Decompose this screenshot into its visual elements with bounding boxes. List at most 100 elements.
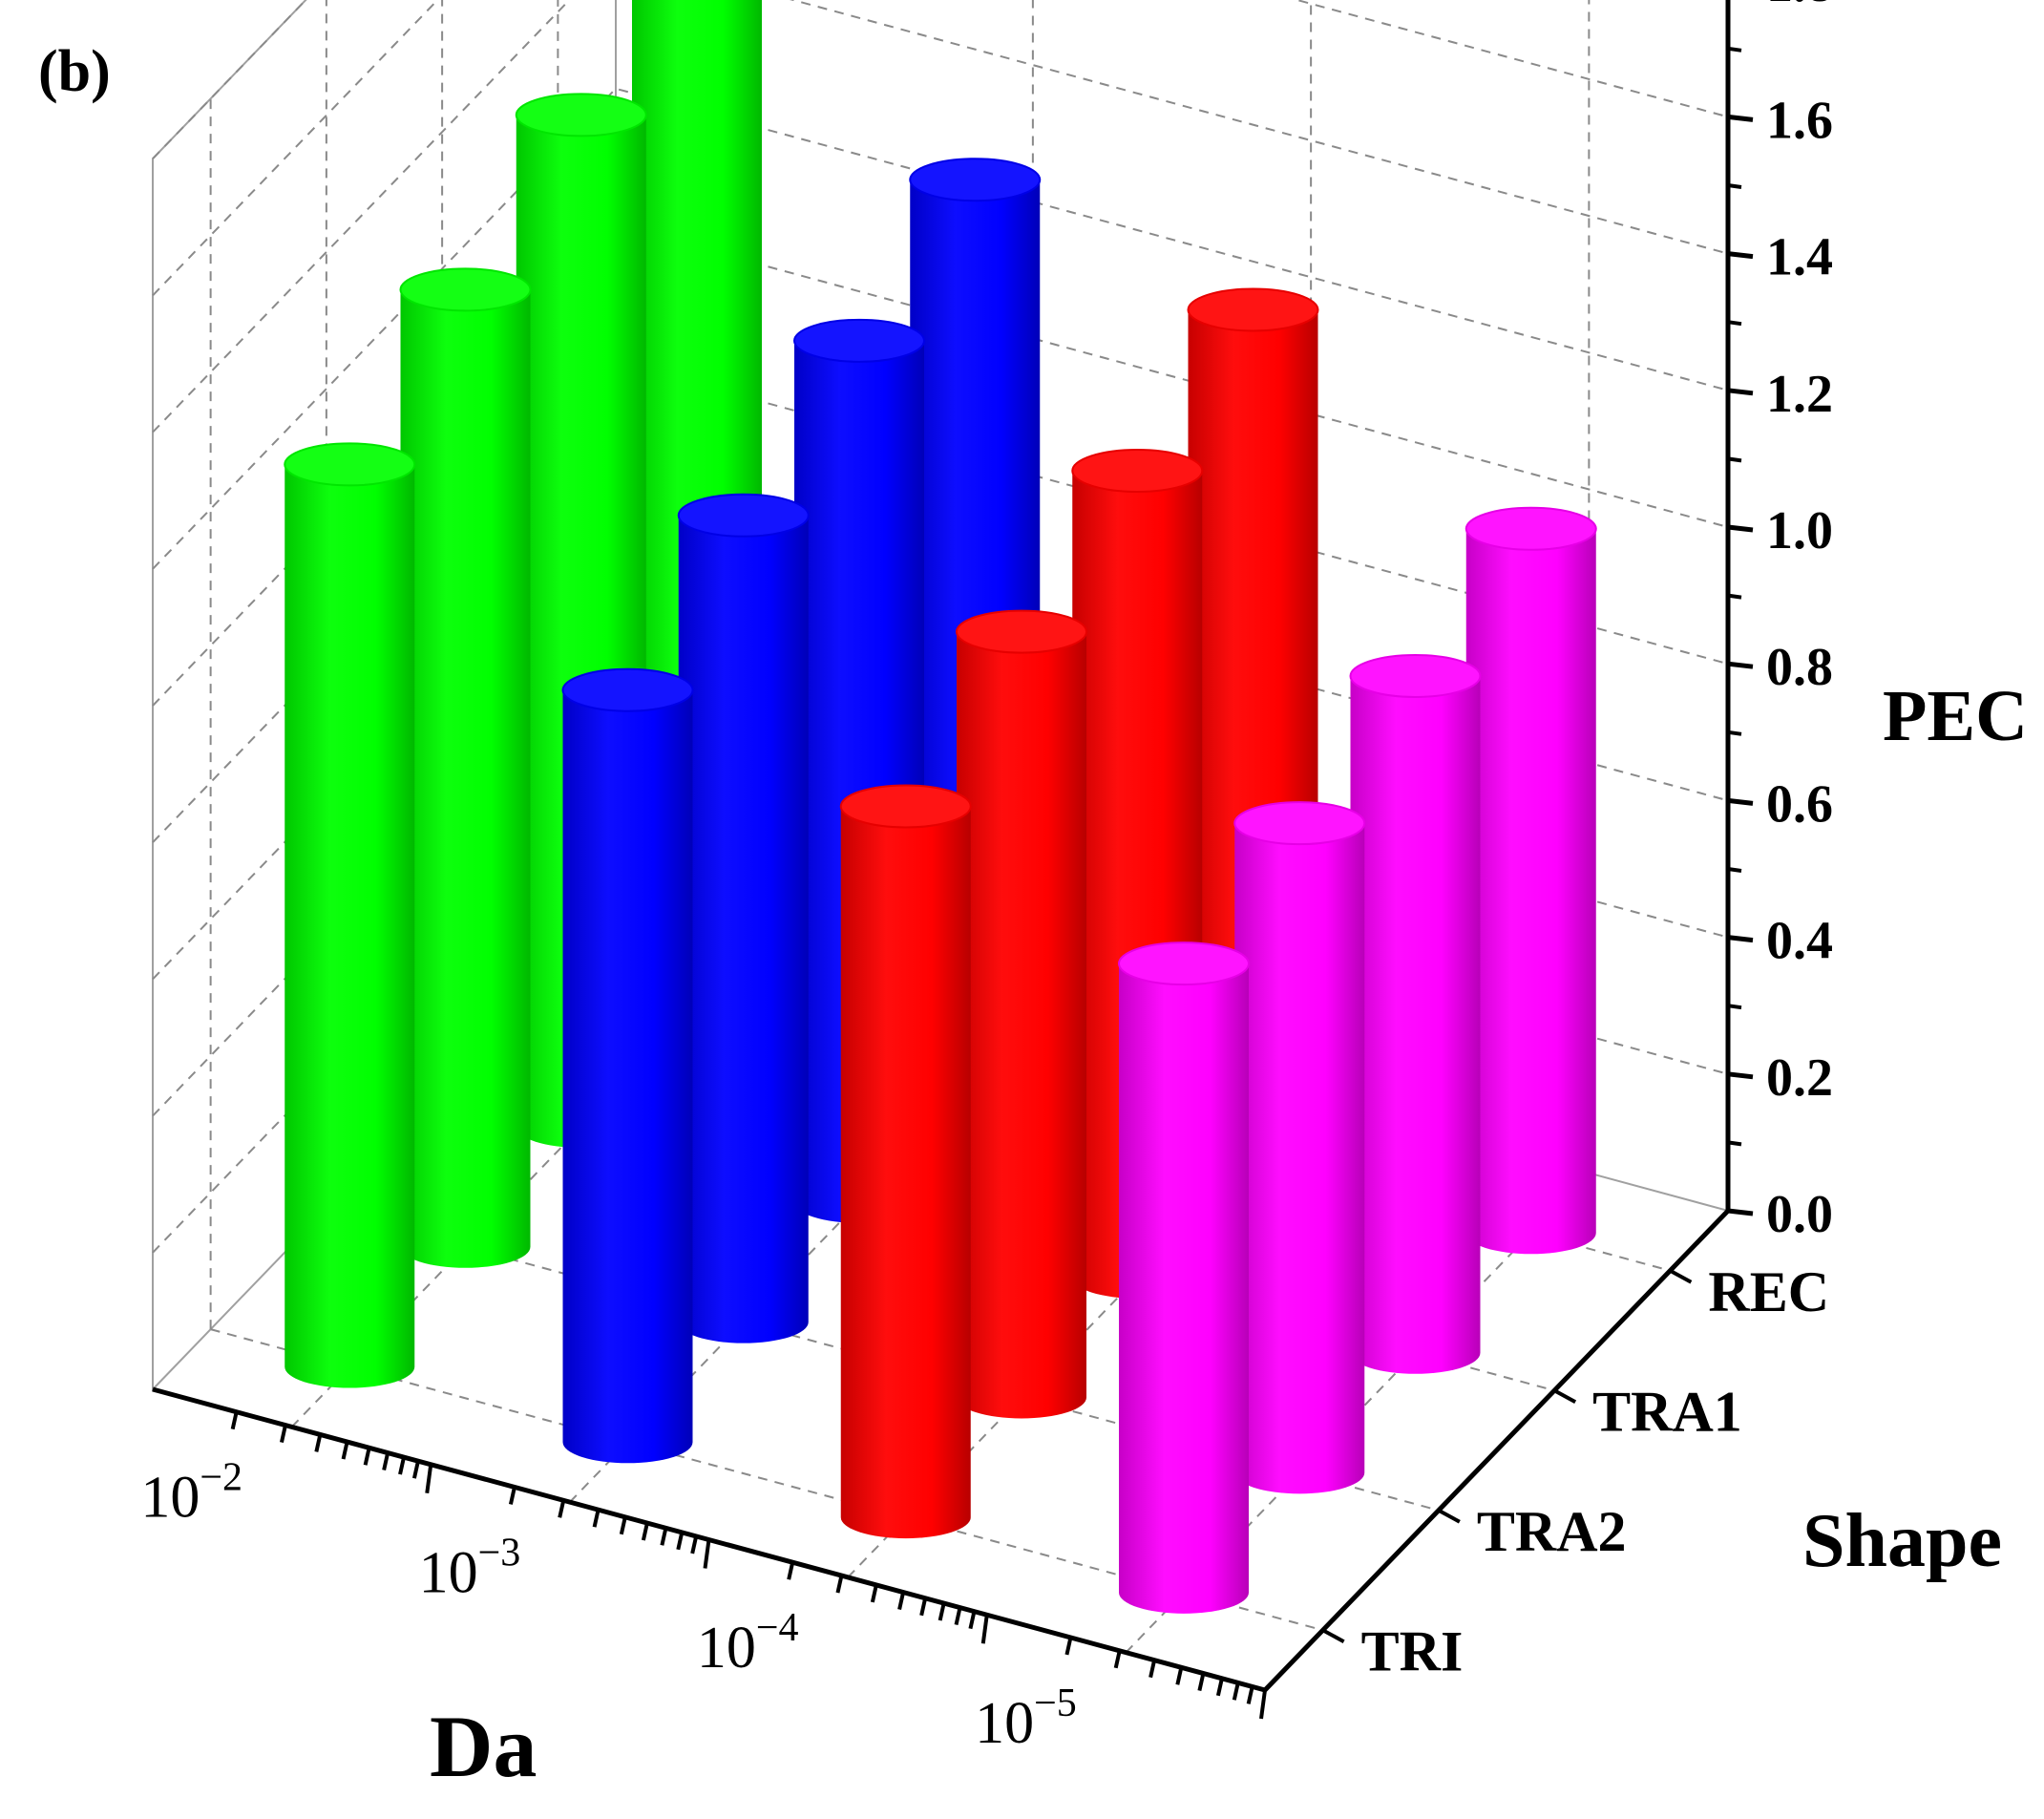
bar-top [1465, 506, 1597, 551]
bar-layer [284, 0, 1597, 1614]
da-minor-tick [341, 1441, 349, 1460]
da-minor-tick [641, 1522, 649, 1541]
da-minor-tick [411, 1460, 420, 1479]
da-minor-tick [425, 1464, 433, 1494]
shape-axis-line [1263, 1209, 1730, 1692]
y-axis-title: Shape [1802, 1499, 2002, 1583]
shape-tick-label: REC [1708, 1260, 1829, 1323]
bar-body [678, 515, 809, 1343]
pec-minor-tick [1727, 730, 1742, 736]
da-tick-exponent: −2 [200, 1456, 242, 1500]
bar-body [1234, 823, 1365, 1494]
bar-da10-2-tra2 [399, 267, 532, 1268]
da-minor-tick [835, 1575, 844, 1594]
pec-major-tick [1727, 797, 1754, 806]
da-minor-tick [592, 1509, 601, 1528]
bar-top [1187, 287, 1319, 332]
pec-minor-tick [1727, 320, 1742, 327]
shape-tick [1437, 1508, 1461, 1524]
bar-body [1465, 528, 1596, 1255]
bar-top [1349, 653, 1482, 698]
da-minor-tick [398, 1456, 406, 1475]
z-grid-line [152, 361, 1729, 843]
da-minor-tick [690, 1535, 699, 1555]
bar-top [284, 442, 416, 487]
pec-minor-tick [1727, 1140, 1742, 1147]
shape-tick [1553, 1388, 1577, 1405]
bar-body [562, 689, 693, 1464]
da-tick-label: 10−3 [419, 1531, 521, 1605]
bar-top [561, 667, 694, 712]
da-tick-label: 10−5 [975, 1682, 1077, 1756]
pec-minor-tick [1727, 183, 1742, 189]
bar-body [957, 631, 1086, 1419]
da-minor-tick [1215, 1678, 1224, 1697]
da-minor-tick [508, 1487, 516, 1505]
da-minor-tick [558, 1499, 566, 1518]
z-grid-line [152, 0, 1729, 297]
da-minor-tick [897, 1592, 906, 1610]
z-grid-line [152, 0, 307, 159]
pec-minor-tick [1727, 456, 1742, 463]
pec-tick-label: 1.0 [1766, 501, 1833, 561]
bar-top [399, 267, 532, 312]
bar-body [400, 289, 531, 1268]
bar-da10-5-tra2 [1233, 801, 1366, 1494]
bar-top [515, 93, 647, 137]
da-minor-tick [1197, 1673, 1206, 1691]
bar-da10-3-tra2 [677, 493, 810, 1343]
bar-da10-5-tra1 [1349, 653, 1482, 1374]
pec-major-tick [1727, 935, 1754, 943]
da-minor-tick [938, 1602, 946, 1621]
da-minor-tick [280, 1425, 287, 1444]
pec-tick-label: 0.4 [1766, 912, 1833, 971]
pec-major-tick [1727, 1208, 1754, 1216]
shape-tick-label: TRA1 [1592, 1380, 1742, 1443]
z-grid-line [152, 0, 1729, 434]
da-minor-tick [1064, 1637, 1073, 1656]
z-grid-line [152, 223, 1729, 707]
da-minor-tick [1259, 1689, 1267, 1720]
da-minor-tick [787, 1561, 795, 1580]
bar-body [1119, 963, 1249, 1614]
pec-tick-label: 1.6 [1766, 91, 1833, 150]
bar-top [956, 609, 1087, 654]
x-axis-title: Da [430, 1698, 537, 1795]
pec-tick-label: 1.8 [1766, 0, 1833, 13]
bar-top [839, 784, 972, 829]
pec-major-tick [1727, 114, 1754, 122]
da-minor-tick [1232, 1682, 1240, 1701]
da-minor-tick [230, 1411, 239, 1430]
bar-body [1350, 675, 1481, 1374]
da-tick-label: 10−2 [140, 1456, 242, 1531]
pec-major-tick [1727, 251, 1754, 260]
bar-da10-4-tra2 [956, 609, 1087, 1419]
shape-tick-label: TRA2 [1477, 1500, 1627, 1563]
pec-tick-label: 0.6 [1766, 774, 1833, 834]
panel-label: (b) [38, 39, 111, 104]
bar-top [1071, 449, 1204, 494]
pec-minor-tick [1727, 46, 1742, 53]
da-minor-tick [619, 1516, 627, 1535]
z-axis-title: PEC [1883, 676, 2028, 756]
pec-major-tick [1727, 524, 1754, 533]
bar-da10-5-rec [1465, 506, 1597, 1255]
bar-top [1118, 941, 1250, 986]
da-tick-base: 10 [975, 1691, 1034, 1756]
da-minor-tick [980, 1614, 989, 1644]
shape-tick [1321, 1628, 1345, 1644]
pec-tick-label: 0.2 [1766, 1048, 1833, 1108]
bar-da10-2-tri [284, 442, 416, 1388]
da-minor-tick [314, 1433, 323, 1452]
shape-tick [1669, 1268, 1693, 1284]
da-minor-tick [676, 1532, 685, 1551]
da-tick-exponent: −4 [756, 1606, 799, 1650]
bar-body [284, 464, 415, 1388]
bar-top [909, 158, 1042, 202]
da-minor-tick [870, 1584, 878, 1603]
pec-tick-label: 0.0 [1766, 1185, 1833, 1244]
pec-major-tick [1727, 1071, 1754, 1080]
da-minor-tick [1148, 1660, 1157, 1679]
